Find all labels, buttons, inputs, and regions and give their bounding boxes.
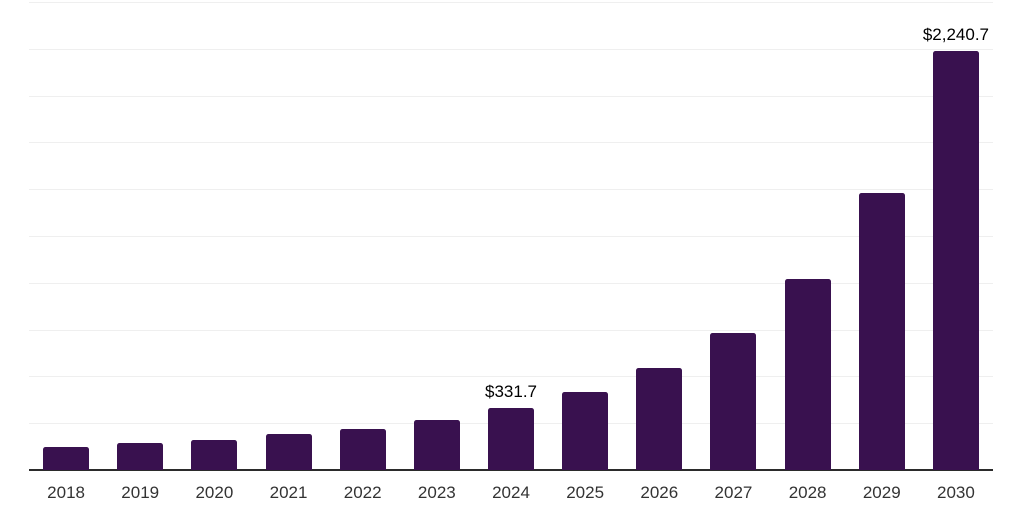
x-tick-2026: 2026 [640, 483, 679, 502]
x-tick-2023: 2023 [417, 483, 456, 502]
x-tick-2020: 2020 [195, 483, 234, 502]
x-tick-2029: 2029 [862, 483, 901, 502]
x-tick-2021: 2021 [269, 483, 308, 502]
bar-2030[interactable] [932, 50, 979, 470]
x-tick-2024: 2024 [492, 483, 530, 502]
gridline-500 [29, 376, 993, 378]
bar-2029[interactable] [858, 192, 905, 470]
x-tick-2019: 2019 [121, 483, 160, 502]
gridline-2250 [29, 48, 993, 50]
gridline-2500 [29, 2, 993, 3]
gridline-1500 [29, 189, 993, 191]
gridline-1000 [29, 282, 993, 284]
bar-2024[interactable] [488, 407, 534, 470]
x-tick-2027: 2027 [714, 483, 753, 502]
gridline-750 [29, 329, 993, 331]
x-tick-2025: 2025 [566, 483, 605, 502]
x-tick-2022: 2022 [343, 483, 382, 502]
bar-value-label-2030: $2,240.7 [922, 24, 990, 44]
x-tick-2028: 2028 [788, 483, 827, 502]
x-axis-line [29, 469, 993, 471]
bar-2022[interactable] [339, 428, 386, 470]
bar-2026[interactable] [636, 368, 683, 470]
bar-value-label-2024: $331.7 [485, 381, 537, 401]
x-tick-2030: 2030 [937, 483, 975, 502]
bar-2021[interactable] [265, 433, 312, 470]
gridline-2000 [29, 95, 993, 97]
gridline-1250 [29, 236, 993, 237]
bar-2023[interactable] [413, 420, 460, 470]
x-tick-2018: 2018 [47, 483, 85, 502]
bar-2025[interactable] [562, 391, 609, 470]
bar-2020[interactable] [191, 439, 238, 470]
gridline-1750 [29, 142, 993, 144]
bar-2019[interactable] [117, 443, 164, 470]
bar-2027[interactable] [710, 333, 757, 470]
bar-2018[interactable] [43, 446, 90, 470]
bar-2028[interactable] [784, 279, 831, 470]
